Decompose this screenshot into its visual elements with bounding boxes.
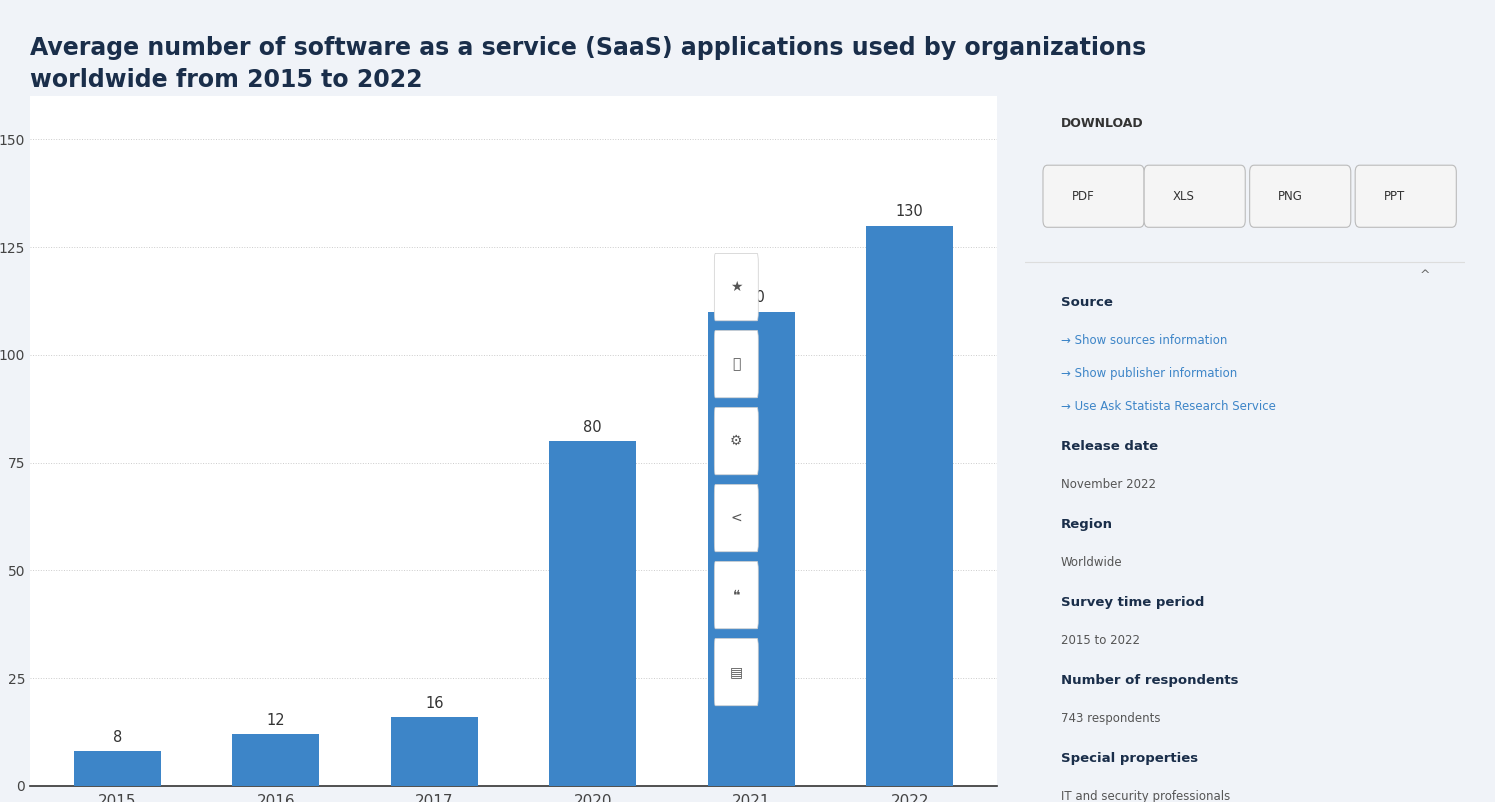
Text: → Show publisher information: → Show publisher information — [1060, 367, 1236, 380]
Text: Source: Source — [1060, 296, 1112, 310]
FancyBboxPatch shape — [1144, 165, 1245, 227]
Text: 🔔: 🔔 — [733, 357, 740, 371]
FancyBboxPatch shape — [715, 484, 758, 552]
Bar — [549, 441, 637, 786]
Text: Survey time period: Survey time period — [1060, 597, 1203, 610]
Text: November 2022: November 2022 — [1060, 478, 1156, 492]
Text: → Use Ask Statista Research Service: → Use Ask Statista Research Service — [1060, 400, 1275, 413]
Text: 2015 to 2022: 2015 to 2022 — [1060, 634, 1139, 647]
Text: PDF: PDF — [1072, 190, 1094, 203]
Text: 12: 12 — [266, 713, 286, 727]
Text: IT and security professionals: IT and security professionals — [1060, 790, 1230, 802]
Bar — [866, 225, 954, 786]
Text: ^: ^ — [1419, 269, 1429, 282]
FancyBboxPatch shape — [715, 253, 758, 321]
Text: Average number of software as a service (SaaS) applications used by organization: Average number of software as a service … — [30, 36, 1147, 60]
Text: ⚙: ⚙ — [730, 434, 743, 448]
Text: worldwide from 2015 to 2022: worldwide from 2015 to 2022 — [30, 68, 423, 92]
Text: → Show sources information: → Show sources information — [1060, 334, 1227, 347]
Text: Release date: Release date — [1060, 440, 1157, 453]
Text: Region: Region — [1060, 518, 1112, 532]
Text: 110: 110 — [737, 290, 765, 306]
Text: 8: 8 — [112, 730, 123, 745]
Text: ★: ★ — [730, 280, 743, 294]
Text: DOWNLOAD: DOWNLOAD — [1060, 117, 1144, 130]
FancyBboxPatch shape — [715, 407, 758, 475]
Bar — [390, 717, 478, 786]
FancyBboxPatch shape — [715, 638, 758, 706]
Text: PPT: PPT — [1384, 190, 1405, 203]
Text: 743 respondents: 743 respondents — [1060, 712, 1160, 725]
Text: <: < — [731, 511, 742, 525]
Text: XLS: XLS — [1172, 190, 1195, 203]
Text: ❝: ❝ — [733, 588, 740, 602]
FancyBboxPatch shape — [715, 330, 758, 398]
Bar — [73, 751, 161, 786]
Text: 16: 16 — [425, 695, 444, 711]
Bar — [232, 735, 320, 786]
FancyBboxPatch shape — [715, 561, 758, 629]
Text: ▤: ▤ — [730, 665, 743, 679]
Text: Special properties: Special properties — [1060, 752, 1197, 765]
FancyBboxPatch shape — [1354, 165, 1456, 227]
Text: Worldwide: Worldwide — [1060, 557, 1123, 569]
Text: 130: 130 — [896, 204, 924, 219]
Text: Number of respondents: Number of respondents — [1060, 674, 1238, 687]
Text: 80: 80 — [583, 419, 602, 435]
FancyBboxPatch shape — [1250, 165, 1351, 227]
FancyBboxPatch shape — [1044, 165, 1144, 227]
Text: PNG: PNG — [1278, 190, 1304, 203]
Bar — [707, 312, 795, 786]
